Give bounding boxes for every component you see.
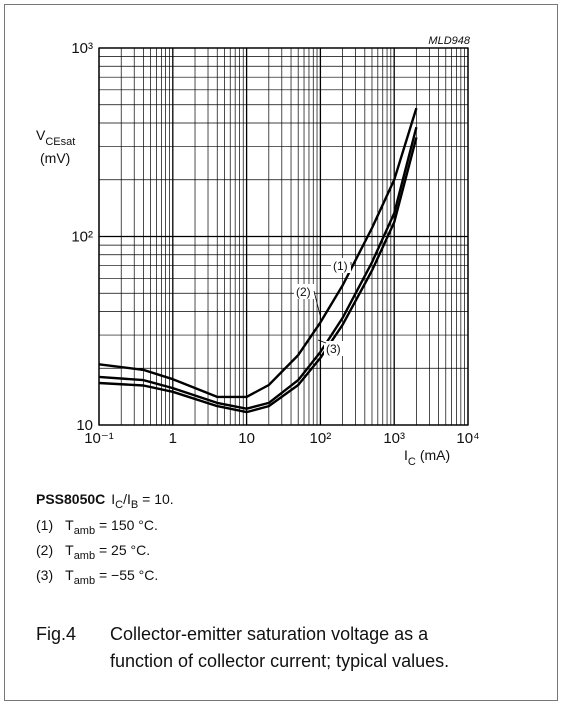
cond-sub: B [131,499,138,511]
x-axis-label: IC (mA) [404,447,450,468]
note-num: (1) [36,517,53,533]
note-sub: amb [74,550,95,562]
y-tick-label: 10 [76,417,93,434]
note-sub: amb [74,575,95,587]
notes: (1) Tamb = 150 °C. (2) Tamb = 25 °C. (3) Tamb… [36,517,158,587]
label-bg [324,341,344,356]
x-tick-label: 10 [238,430,255,447]
note-text: = −55 °C. [95,567,158,583]
y-tick-label: 10² [71,229,93,246]
note-symbol: T [65,567,74,583]
y-tick-label: 10³ [71,40,93,57]
y-label-symbol: V [36,127,46,143]
x-label-symbol: I [404,447,408,463]
label-bg [331,258,351,273]
caption-label: Fig.4 [36,624,76,644]
annotation: MLD948 [428,35,470,47]
y-axis-label: VCEsat [36,127,75,148]
note: (3) Tamb = −55 °C. [36,567,158,587]
x-tick-label: 10³ [383,430,405,447]
x-label-subscript: C [408,456,416,468]
note-num: (3) [36,567,53,583]
leader-line [313,290,321,316]
x-tick-label: 10² [310,430,332,447]
cond-sub: C [115,499,123,511]
device: PSS8050C [36,491,105,507]
y-label-subscript: CEsat [45,136,75,148]
note: (2) Tamb = 25 °C. [36,542,150,562]
x-label-unit: (mA) [420,447,450,463]
note-symbol: T [65,517,74,533]
caption-line: Collector-emitter saturation voltage as … [110,624,429,644]
x-tick-label: 10⁴ [456,430,479,447]
curve-label: (3) [326,342,341,356]
leader-line [317,339,327,344]
cond-symbol: /I [123,491,131,507]
label-bg [294,284,314,299]
condition: PSS8050C IC/IB = 10. [36,491,174,511]
cond-symbol: I [111,491,115,507]
plot-frame [98,47,469,426]
caption-line: function of collector current; typical v… [110,651,449,671]
note-num: (2) [36,542,53,558]
note-text: = 150 °C. [95,517,158,533]
y-axis-unit: (mV) [40,150,70,166]
figure-border [4,4,558,701]
note-sub: amb [74,525,95,537]
x-tick-label: 1 [169,430,177,447]
curve [98,107,418,399]
note-symbol: T [65,542,74,558]
cond-text: = 10. [138,491,173,507]
curve [98,126,418,410]
note: (1) Tamb = 150 °C. [36,517,158,537]
note-text: = 25 °C. [95,542,150,558]
curve-label: (1) [333,259,348,273]
curve-label: (2) [296,285,311,299]
x-tick-label: 10⁻¹ [84,430,114,447]
curve [98,137,418,414]
